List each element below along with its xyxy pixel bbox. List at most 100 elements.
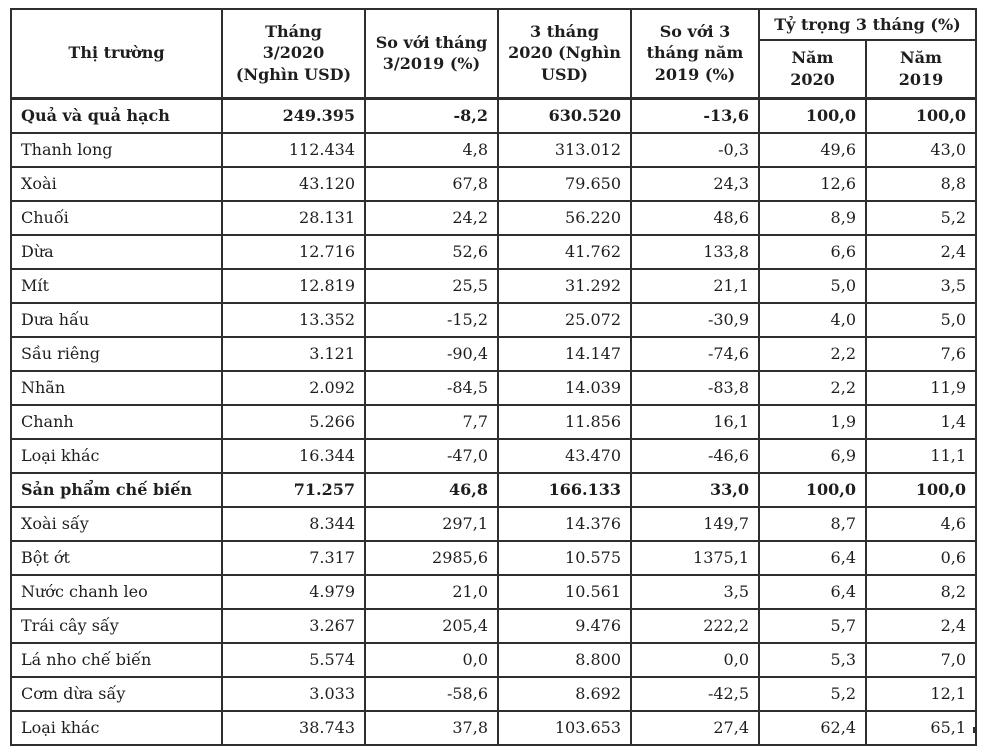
value-cell: 21,0	[364, 573, 499, 610]
value-cell: 25.072	[497, 301, 632, 338]
value-cell: 12,6	[758, 165, 867, 202]
export-table-container: Thị trường Tháng 3/2020 (Nghìn USD) So v…	[10, 8, 978, 746]
value-cell: 6,4	[758, 539, 867, 576]
table-row: Chuối 28.131 24,2 56.220 48,6 8,9 5,2	[10, 199, 978, 236]
value-cell: 0,0	[364, 641, 499, 678]
value-cell: 5,3	[758, 641, 867, 678]
value-cell: 5.266	[221, 403, 366, 440]
table-row: Dừa 12.716 52,6 41.762 133,8 6,6 2,4	[10, 233, 978, 270]
value-cell: 0,6	[864, 539, 978, 576]
value-cell: 12.819	[221, 267, 366, 304]
value-cell: 6,4	[758, 573, 867, 610]
value-cell: 2,4	[864, 607, 978, 644]
table-row: Mít 12.819 25,5 31.292 21,1 5,0 3,5	[10, 267, 978, 304]
row-label-cell: Bột ớt	[10, 539, 223, 576]
header-row-group: Thị trường Tháng 3/2020 (Nghìn USD) So v…	[10, 8, 978, 99]
value-cell: 79.650	[497, 165, 632, 202]
value-cell: 46,8	[364, 471, 499, 508]
value-cell: 133,8	[630, 233, 760, 270]
value-cell: 43.470	[497, 437, 632, 474]
value-cell: 24,3	[630, 165, 760, 202]
row-label-cell: Trái cây sấy	[10, 607, 223, 644]
table-row: Chanh 5.266 7,7 11.856 16,1 1,9 1,4	[10, 403, 978, 440]
value-cell: -46,6	[630, 437, 760, 474]
row-label-cell: Xoài sấy	[10, 505, 223, 542]
value-cell: 1,4	[864, 403, 978, 440]
value-cell: 8,2	[864, 573, 978, 610]
value-cell: 71.257	[221, 471, 366, 508]
value-cell: 100,0	[758, 471, 867, 508]
value-cell: 8.692	[497, 675, 632, 712]
row-label-cell: Sầu riêng	[10, 335, 223, 372]
value-cell: 630.520	[497, 96, 632, 134]
value-cell: 10.575	[497, 539, 632, 576]
value-cell: -15,2	[364, 301, 499, 338]
table-row: Loại khác 16.344 -47,0 43.470 -46,6 6,9 11,1	[10, 437, 978, 474]
value-cell: 43.120	[221, 165, 366, 202]
value-cell: 7,6	[864, 335, 978, 372]
value-cell: 49,6	[758, 131, 867, 168]
value-cell: 43,0	[864, 131, 978, 168]
value-cell: 25,5	[364, 267, 499, 304]
value-cell: 3.121	[221, 335, 366, 372]
cell-border-stub	[973, 727, 975, 733]
value-cell: 4,6	[864, 505, 978, 542]
value-cell: 4,0	[758, 301, 867, 338]
row-label-cell: Chanh	[10, 403, 223, 440]
value-cell: 6,9	[758, 437, 867, 474]
column-header-month-value: Tháng 3/2020 (Nghìn USD)	[221, 8, 366, 99]
value-cell: -13,6	[630, 96, 760, 134]
value-cell: 14.039	[497, 369, 632, 406]
value-cell: 16.344	[221, 437, 366, 474]
table-header: Thị trường Tháng 3/2020 (Nghìn USD) So v…	[10, 8, 978, 99]
column-header-month-change: So với tháng 3/2019 (%)	[364, 8, 499, 99]
row-label-cell: Mít	[10, 267, 223, 304]
table-row: Cơm dừa sấy 3.033 -58,6 8.692 -42,5 5,2 12,1	[10, 675, 978, 712]
value-cell: 28.131	[221, 199, 366, 236]
value-cell: 11.856	[497, 403, 632, 440]
table-row: Xoài 43.120 67,8 79.650 24,3 12,6 8,8	[10, 165, 978, 202]
value-cell: 7,0	[864, 641, 978, 678]
value-cell: 14.147	[497, 335, 632, 372]
value-cell: 4,8	[364, 131, 499, 168]
value-cell: 4.979	[221, 573, 366, 610]
table-row: Trái cây sấy 3.267 205,4 9.476 222,2 5,7 2,4	[10, 607, 978, 644]
value-cell: -83,8	[630, 369, 760, 406]
cut-off-next-row	[10, 727, 975, 733]
value-cell: 1375,1	[630, 539, 760, 576]
value-cell: 100,0	[864, 471, 978, 508]
value-cell: 205,4	[364, 607, 499, 644]
value-cell: 3.267	[221, 607, 366, 644]
row-label-cell: Thanh long	[10, 131, 223, 168]
value-cell: 8.800	[497, 641, 632, 678]
column-header-share-group: Tỷ trọng 3 tháng (%)	[757, 8, 978, 41]
value-cell: 14.376	[497, 505, 632, 542]
table-row: Nhãn 2.092 -84,5 14.039 -83,8 2,2 11,9	[10, 369, 978, 406]
value-cell: 8.344	[221, 505, 366, 542]
row-label-cell: Quả và quả hạch	[10, 96, 223, 134]
value-cell: -8,2	[364, 96, 499, 134]
value-cell: -42,5	[630, 675, 760, 712]
value-cell: 313.012	[497, 131, 632, 168]
value-cell: 2,2	[758, 369, 867, 406]
row-label-cell: Dưa hấu	[10, 301, 223, 338]
cell-border-stub	[630, 727, 632, 733]
row-label-cell: Loại khác	[10, 437, 223, 474]
table-row: Sản phẩm chế biến 71.257 46,8 166.133 33,0 10…	[10, 471, 978, 508]
value-cell: -47,0	[364, 437, 499, 474]
value-cell: 31.292	[497, 267, 632, 304]
value-cell: 0,0	[630, 641, 760, 678]
value-cell: 11,1	[864, 437, 978, 474]
table-row: Thanh long 112.434 4,8 313.012 -0,3 49,6 43,0	[10, 131, 978, 168]
header-row-sub: Năm 2020 Năm 2019	[11, 39, 978, 99]
row-label-cell: Chuối	[10, 199, 223, 236]
value-cell: 48,6	[630, 199, 760, 236]
value-cell: 5,2	[758, 675, 867, 712]
cell-border-stub	[497, 727, 499, 733]
value-cell: 8,8	[864, 165, 978, 202]
value-cell: 56.220	[497, 199, 632, 236]
cell-border-stub	[364, 727, 366, 733]
cell-border-stub	[865, 727, 867, 733]
value-cell: 166.133	[497, 471, 632, 508]
table-row: Xoài sấy 8.344 297,1 14.376 149,7 8,7 4,6	[10, 505, 978, 542]
